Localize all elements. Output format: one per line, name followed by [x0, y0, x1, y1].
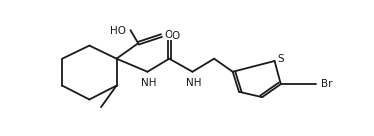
Text: NH: NH — [186, 78, 202, 88]
Text: HO: HO — [110, 26, 126, 36]
Text: O: O — [165, 30, 173, 40]
Text: Br: Br — [321, 79, 332, 89]
Text: NH: NH — [141, 78, 157, 88]
Text: S: S — [278, 54, 284, 64]
Text: O: O — [172, 31, 180, 41]
